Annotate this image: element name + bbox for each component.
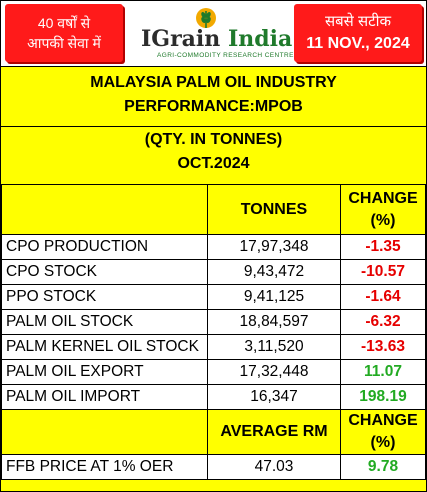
row-tonnes: 9,41,125 — [207, 284, 341, 310]
logo-brand: IGrain India — [141, 26, 292, 52]
report-date: 11 NOV., 2024 — [306, 35, 410, 52]
tagline-badge-left: 40 वर्षों से आपकी सेवा में — [5, 4, 123, 62]
header-blank-cell — [1, 184, 208, 235]
row-change: -6.32 — [340, 309, 426, 335]
row-tonnes: 17,97,348 — [207, 234, 341, 260]
row-label: CPO STOCK — [1, 259, 208, 285]
row-change: -1.35 — [340, 234, 426, 260]
row-label: CPO PRODUCTION — [1, 234, 208, 260]
table-row: PALM KERNEL OIL STOCK 3,11,520 -13.63 — [1, 334, 426, 360]
table-row: CPO STOCK 9,43,472 -10.57 — [1, 259, 426, 285]
row-change: 11.07 — [340, 359, 426, 385]
table-row: CPO PRODUCTION 17,97,348 -1.35 — [1, 234, 426, 260]
table-row: PALM OIL EXPORT 17,32,448 11.07 — [1, 359, 426, 385]
title-block: MALAYSIA PALM OIL INDUSTRY PERFORMANCE:M… — [1, 67, 426, 119]
header: 40 वर्षों से आपकी सेवा में IGrain India … — [1, 1, 426, 67]
ffb-price-row: FFB PRICE AT 1% OER 47.03 9.78 — [1, 454, 426, 480]
row-label: PALM OIL EXPORT — [1, 359, 208, 385]
header-average-rm: AVERAGE RM — [207, 409, 341, 455]
date-badge-right: सबसे सटीक 11 NOV., 2024 — [294, 4, 422, 62]
table-header-row: TONNES CHANGE (%) — [1, 184, 426, 235]
row-change: -1.64 — [340, 284, 426, 310]
row-change: -10.57 — [340, 259, 426, 285]
title-line1: MALAYSIA PALM OIL INDUSTRY — [90, 74, 337, 91]
igrain-logo: IGrain India AGRI-COMMODITY RESEARCH CEN… — [135, 6, 297, 62]
tagline-right: सबसे सटीक — [324, 13, 392, 30]
tagline-left-line2: आपकी सेवा में — [27, 35, 101, 51]
row-tonnes: 16,347 — [207, 384, 341, 410]
header-change-label: CHANGE — [348, 189, 418, 207]
row-label: PALM KERNEL OIL STOCK — [1, 334, 208, 360]
tagline-left-line1: 40 वर्षों से — [37, 15, 91, 31]
ffb-label: FFB PRICE AT 1% OER — [1, 454, 208, 480]
mpob-data-table: TONNES CHANGE (%) CPO PRODUCTION 17,97,3… — [1, 184, 426, 480]
price-header-blank-cell — [1, 409, 208, 455]
header-change-2: CHANGE (%) — [340, 409, 426, 455]
header-change2-unit: (%) — [370, 434, 396, 451]
report-month: OCT.2024 — [177, 155, 250, 172]
quantity-unit-note: (QTY. IN TONNES) — [144, 131, 283, 148]
row-change: 198.19 — [340, 384, 426, 410]
header-change: CHANGE (%) — [340, 184, 426, 235]
row-label: PALM OIL STOCK — [1, 309, 208, 335]
price-header-row: AVERAGE RM CHANGE (%) — [1, 409, 426, 455]
table-row: PALM OIL STOCK 18,84,597 -6.32 — [1, 309, 426, 335]
subtitle-block: (QTY. IN TONNES) OCT.2024 — [1, 128, 426, 176]
row-tonnes: 17,32,448 — [207, 359, 341, 385]
table-row: PPO STOCK 9,41,125 -1.64 — [1, 284, 426, 310]
row-label: PALM OIL IMPORT — [1, 384, 208, 410]
logo-brand-prefix: IGrain — [141, 26, 221, 52]
header-change-unit: (%) — [370, 211, 396, 229]
wheat-icon — [196, 8, 216, 28]
logo-subtitle: AGRI-COMMODITY RESEARCH CENTRE — [157, 52, 294, 59]
header-tonnes: TONNES — [207, 184, 341, 235]
row-tonnes: 3,11,520 — [207, 334, 341, 360]
title-divider — [1, 126, 426, 127]
row-tonnes: 9,43,472 — [207, 259, 341, 285]
ffb-change: 9.78 — [340, 454, 426, 480]
row-change: -13.63 — [340, 334, 426, 360]
table-row: PALM OIL IMPORT 16,347 198.19 — [1, 384, 426, 410]
title-line2: PERFORMANCE:MPOB — [124, 98, 303, 115]
header-change2-label: CHANGE — [348, 412, 418, 429]
row-label: PPO STOCK — [1, 284, 208, 310]
row-tonnes: 18,84,597 — [207, 309, 341, 335]
logo-brand-suffix: India — [220, 26, 293, 52]
ffb-value: 47.03 — [207, 454, 341, 480]
